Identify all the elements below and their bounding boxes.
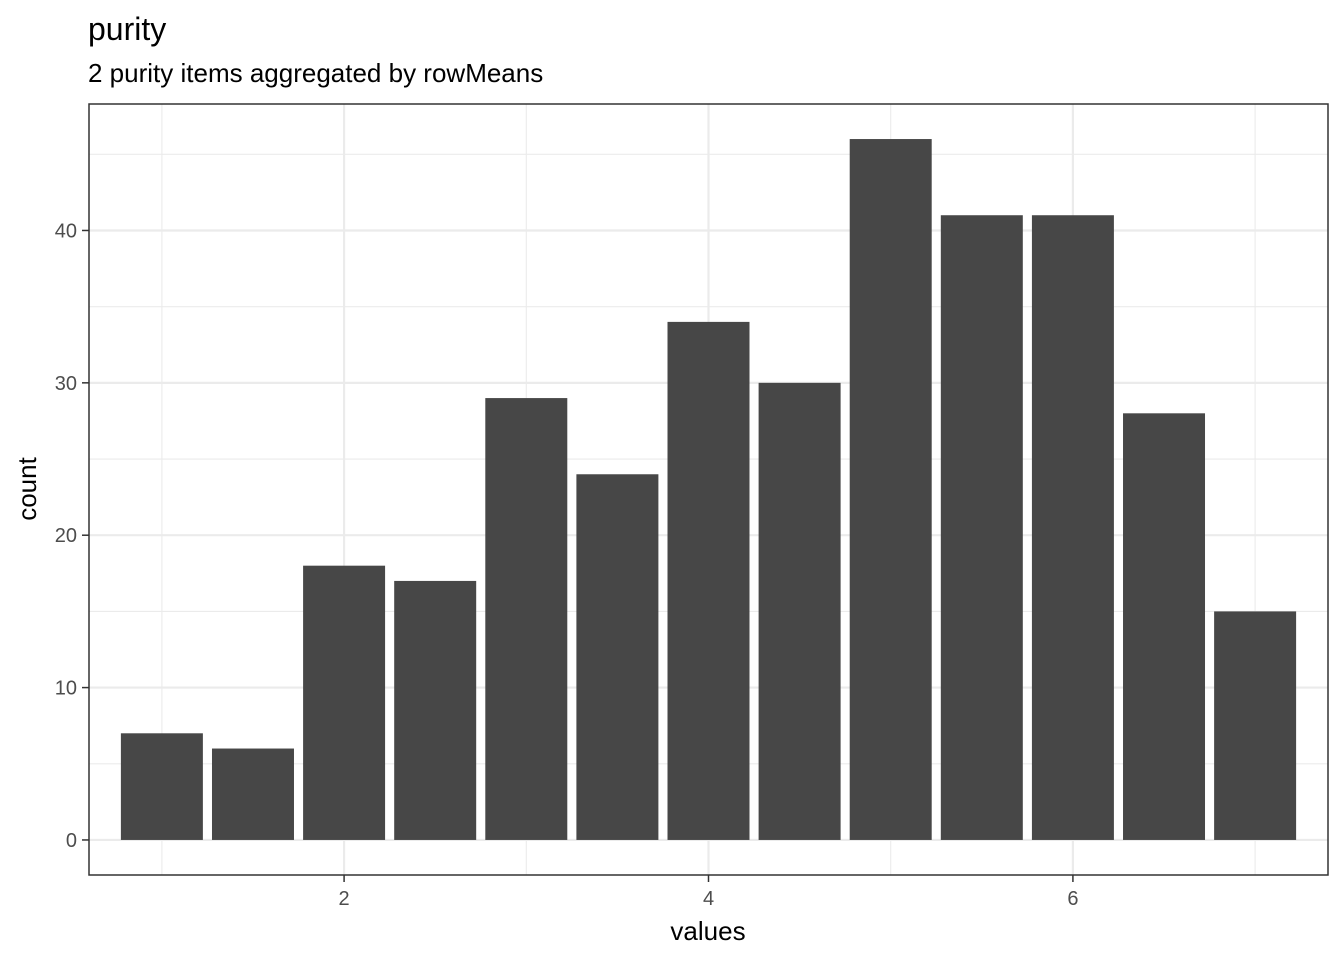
histogram-bar — [485, 398, 568, 840]
chart-subtitle: 2 purity items aggregated by rowMeans — [88, 58, 543, 88]
x-tick-label: 4 — [703, 888, 714, 910]
plot-panel: 2 4 6 0 10 20 30 40 — [55, 103, 1329, 910]
histogram-bar — [1031, 215, 1114, 840]
y-tick-label: 30 — [55, 373, 77, 395]
histogram-bar — [211, 748, 294, 840]
histogram-bar — [1214, 611, 1297, 840]
histogram-bar — [303, 565, 386, 840]
x-tick-label: 2 — [339, 888, 350, 910]
y-tick-label: 40 — [55, 220, 77, 242]
histogram-bar — [394, 580, 477, 840]
chart-title: purity — [88, 11, 166, 47]
histogram-bar — [1123, 413, 1206, 840]
histogram-bar — [758, 382, 841, 840]
y-axis-title: count — [12, 456, 42, 520]
histogram-bar — [120, 733, 203, 840]
histogram-bar — [849, 139, 932, 840]
x-tick-label: 6 — [1067, 888, 1078, 910]
y-tick-label: 20 — [55, 525, 77, 547]
y-tick-label: 10 — [55, 678, 77, 700]
histogram-bar — [940, 215, 1023, 840]
y-tick-label: 0 — [66, 830, 77, 852]
histogram-bar — [576, 474, 659, 840]
x-axis-title: values — [670, 916, 745, 946]
histogram-bar — [667, 321, 750, 840]
